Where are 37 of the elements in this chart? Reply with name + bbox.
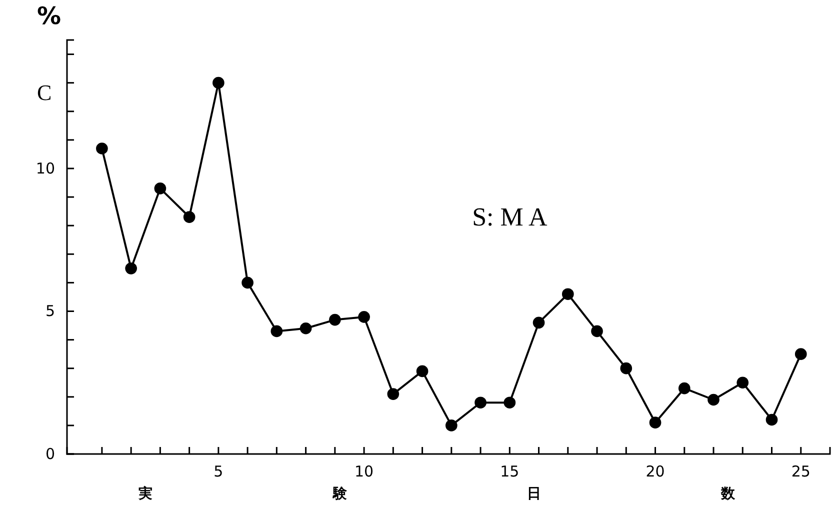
- y-tick-label: 10: [36, 159, 55, 178]
- point: [445, 420, 458, 432]
- x-tick-label: 10: [354, 462, 374, 481]
- point: [125, 262, 137, 274]
- point: [708, 394, 720, 406]
- point: [300, 322, 312, 334]
- point: [387, 388, 400, 400]
- point: [270, 325, 283, 338]
- point: [358, 311, 370, 323]
- x-tick-label: 20: [646, 462, 665, 481]
- point: [678, 382, 690, 394]
- y-axis-title: %: [37, 2, 62, 30]
- point: [504, 396, 516, 409]
- x-tick-label: 25: [791, 462, 810, 481]
- x-tick-label: 15: [500, 462, 520, 481]
- point: [794, 348, 807, 360]
- point: [532, 316, 545, 329]
- point: [474, 396, 486, 409]
- point: [212, 76, 224, 89]
- point: [183, 211, 196, 223]
- point: [620, 362, 632, 374]
- x-tick-label: 5: [214, 462, 224, 481]
- point: [416, 365, 428, 378]
- y-tick-label: 0: [45, 444, 55, 463]
- point: [96, 142, 108, 154]
- point: [329, 314, 341, 326]
- text: C: [37, 80, 52, 105]
- point: [766, 414, 778, 426]
- point: [649, 416, 662, 428]
- x-axis-title: 実験日数: [138, 485, 736, 502]
- point: [736, 376, 749, 389]
- annotation: S: M A: [472, 202, 548, 232]
- point: [154, 182, 166, 194]
- point: [562, 288, 574, 300]
- point: [242, 276, 254, 289]
- y-tick-label: 5: [45, 302, 55, 320]
- point: [591, 325, 603, 338]
